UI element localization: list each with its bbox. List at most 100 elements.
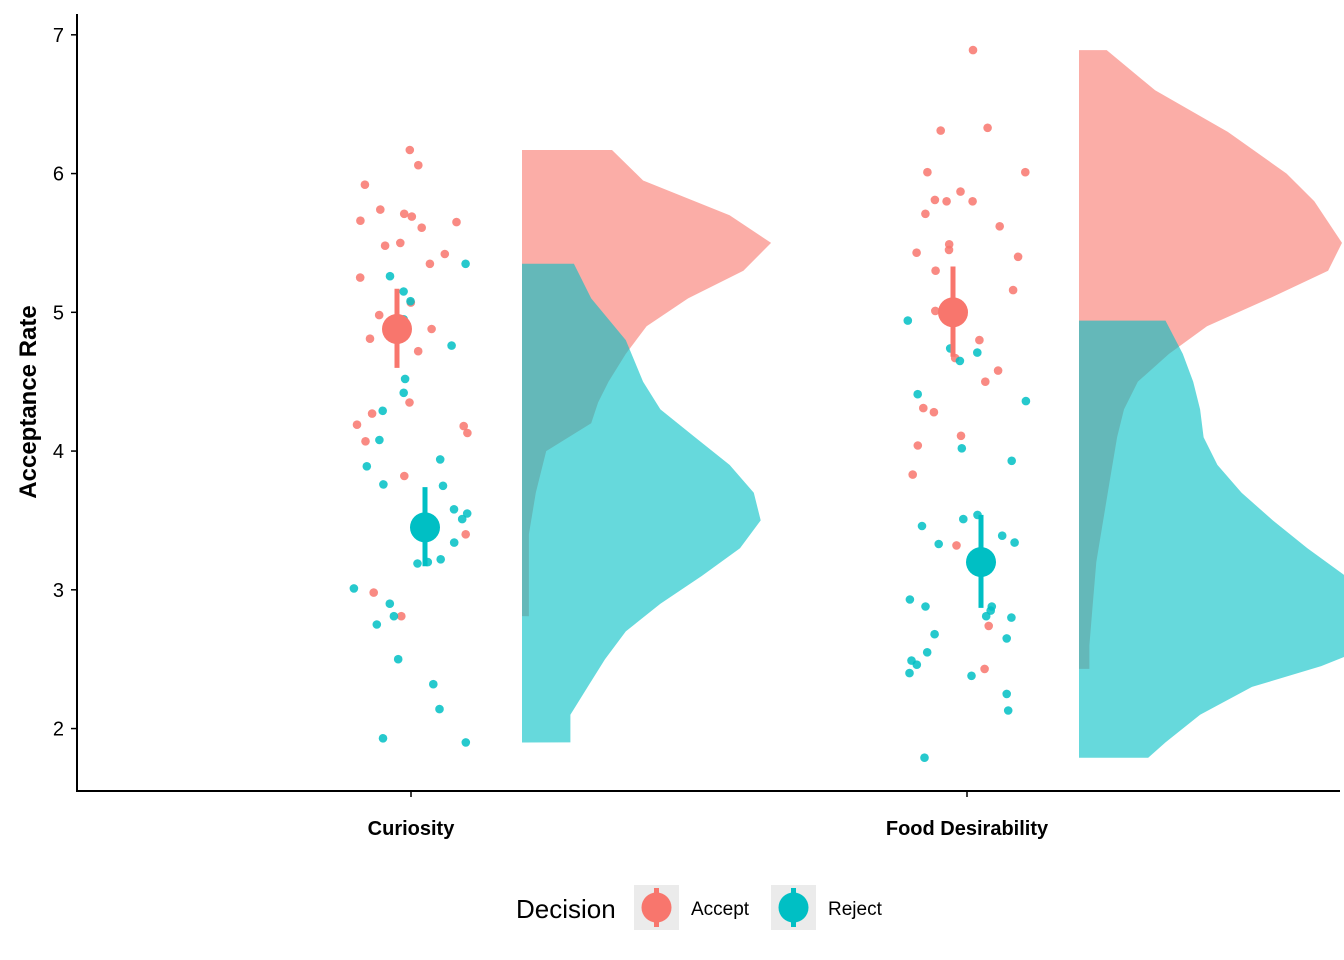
data-point-accept (361, 437, 370, 446)
data-point-reject (1002, 634, 1011, 643)
data-point-accept (440, 249, 450, 259)
data-point-accept (405, 145, 415, 155)
y-tick-label: 2 (53, 719, 64, 741)
data-point-accept (380, 241, 390, 250)
data-point-reject (1007, 456, 1016, 466)
data-point-accept (425, 259, 435, 269)
data-point-accept (936, 126, 945, 135)
axes: 2 3 4 5 6 7 Curiosity Food Desirability Accept… (15, 14, 1340, 840)
data-point-reject (973, 348, 982, 357)
data-point-reject (375, 435, 384, 445)
data-point-accept (984, 621, 993, 631)
data-point-accept (414, 160, 423, 170)
data-point-accept (369, 588, 379, 597)
data-point-reject (997, 531, 1007, 540)
x-tick-label-food-desirability: Food Desirability (886, 818, 1049, 840)
data-point-accept (413, 346, 423, 356)
legend-label-accept: Accept (691, 899, 750, 920)
data-point-reject (413, 559, 422, 568)
y-tick-label: 4 (53, 441, 64, 463)
data-point-accept (1013, 252, 1023, 262)
data-point-accept (376, 205, 385, 214)
data-point-reject (447, 341, 456, 350)
y-ticks: 2 3 4 5 6 7 (53, 25, 77, 741)
data-point-accept (400, 471, 409, 481)
data-point-reject (1003, 706, 1013, 715)
data-point-reject (362, 462, 372, 471)
data-point-reject (378, 734, 388, 743)
data-point-accept (975, 335, 984, 345)
data-point-accept (952, 541, 961, 550)
data-point-reject (435, 704, 444, 714)
data-point-reject (912, 660, 922, 669)
legend-label-reject: Reject (828, 899, 883, 920)
data-point-reject (920, 753, 929, 762)
data-point-reject (921, 602, 930, 611)
data-point-accept (352, 420, 362, 430)
data-point-accept (452, 217, 461, 227)
density-food-desirability-reject (1079, 320, 1344, 758)
data-point-accept (968, 197, 977, 206)
data-point-accept (463, 428, 472, 438)
data-point-accept (968, 45, 978, 55)
data-point-accept (983, 123, 992, 133)
data-point-reject (1021, 396, 1031, 406)
data-point-reject (922, 648, 932, 657)
data-point-accept (396, 238, 405, 248)
data-point-reject (913, 389, 922, 399)
data-point-reject (449, 538, 459, 547)
data-point-reject (372, 620, 382, 629)
x-tick-label-curiosity: Curiosity (368, 818, 456, 840)
data-point-reject (438, 481, 448, 491)
data-point-reject (379, 480, 388, 489)
data-point-accept (399, 209, 409, 219)
data-point-reject (1007, 613, 1016, 622)
data-point-accept (993, 366, 1003, 375)
x-ticks: Curiosity Food Desirability (368, 791, 1049, 840)
data-point-accept (930, 195, 940, 205)
data-point-accept (374, 310, 384, 320)
data-point-reject (934, 539, 943, 549)
data-point-reject (957, 444, 967, 453)
data-point-reject (378, 406, 388, 416)
data-point-accept (944, 245, 954, 255)
points-layer (349, 45, 1031, 762)
data-point-reject (461, 738, 471, 747)
data-point-reject (955, 356, 965, 366)
mean-point-curiosity-accept (382, 313, 412, 344)
data-point-accept (355, 273, 365, 282)
data-point-reject (429, 679, 438, 689)
y-tick-label: 7 (53, 25, 64, 47)
density-food-desirability-accept (1079, 50, 1342, 669)
legend-key-point-reject (778, 892, 809, 923)
data-point-reject (461, 259, 470, 269)
data-point-accept (923, 167, 932, 177)
data-point-accept (360, 180, 370, 189)
data-point-reject (905, 595, 915, 604)
data-point-reject (435, 455, 445, 464)
data-point-reject (399, 287, 408, 296)
data-point-reject (1010, 538, 1019, 547)
data-point-accept (931, 306, 940, 316)
data-point-accept (956, 431, 966, 441)
data-point-accept (1008, 285, 1018, 295)
y-axis-title: Acceptance Rate (15, 305, 42, 498)
data-point-reject (967, 671, 976, 681)
data-point-accept (356, 216, 365, 225)
density-curiosity-accept (522, 149, 772, 617)
data-point-accept (921, 209, 930, 219)
data-point-reject (930, 629, 939, 639)
y-tick-label: 6 (53, 164, 64, 186)
summary-layer (382, 266, 996, 608)
data-point-accept (995, 222, 1004, 231)
mean-point-curiosity-reject (410, 512, 440, 543)
data-point-reject (905, 668, 914, 678)
data-point-reject (1002, 689, 1011, 699)
data-point-accept (405, 398, 414, 407)
data-point-accept (461, 530, 471, 539)
data-point-reject (457, 514, 467, 524)
data-point-reject (393, 654, 403, 664)
legend-title: Decision (516, 894, 616, 924)
data-point-reject (462, 509, 472, 518)
